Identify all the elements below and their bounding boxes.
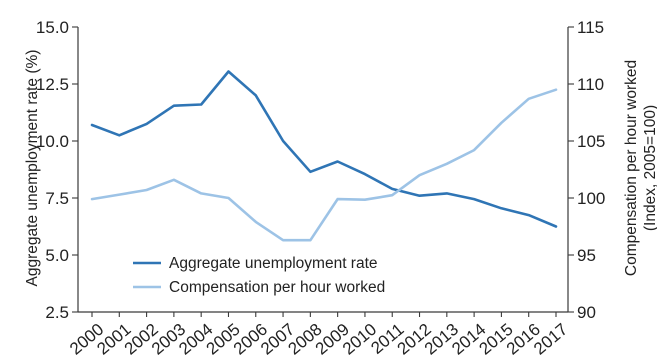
right-tick-label: 90 — [577, 303, 596, 322]
left-tick-label: 2.5 — [45, 303, 69, 322]
left-tick-label: 10.0 — [36, 132, 69, 151]
right-tick-label: 110 — [577, 75, 604, 94]
left-tick-label: 12.5 — [36, 75, 69, 94]
left-tick-label: 5.0 — [45, 246, 69, 265]
right-tick-label: 100 — [577, 189, 605, 208]
legend: Aggregate unemployment rate Compensation… — [133, 255, 385, 296]
series-layer — [90, 70, 558, 242]
left-axis-title: Aggregate unemployment rate (%) — [24, 50, 41, 287]
right-axis-title-line2: (Index, 2005=100) — [642, 105, 657, 231]
right-tick-label: 105 — [577, 132, 605, 151]
legend-label-unemployment: Aggregate unemployment rate — [169, 255, 378, 272]
legend-label-compensation: Compensation per hour worked — [169, 279, 385, 296]
right-tick-label: 95 — [577, 246, 596, 265]
left-tick-label: 15.0 — [36, 18, 69, 37]
left-tick-label: 7.5 — [45, 189, 69, 208]
right-tick-label: 115 — [577, 18, 604, 37]
right-axis-title-line1: Compensation per hour worked — [623, 60, 640, 276]
series-line-unemployment — [90, 70, 558, 228]
axes-layer: 2.55.07.510.012.515.09095100105110115200… — [36, 18, 605, 358]
series-line-compensation — [90, 88, 558, 242]
